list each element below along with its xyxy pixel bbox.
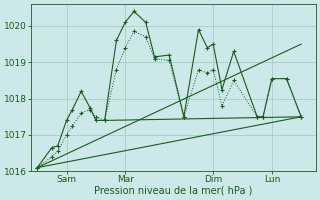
- X-axis label: Pression niveau de la mer( hPa ): Pression niveau de la mer( hPa ): [94, 186, 253, 196]
